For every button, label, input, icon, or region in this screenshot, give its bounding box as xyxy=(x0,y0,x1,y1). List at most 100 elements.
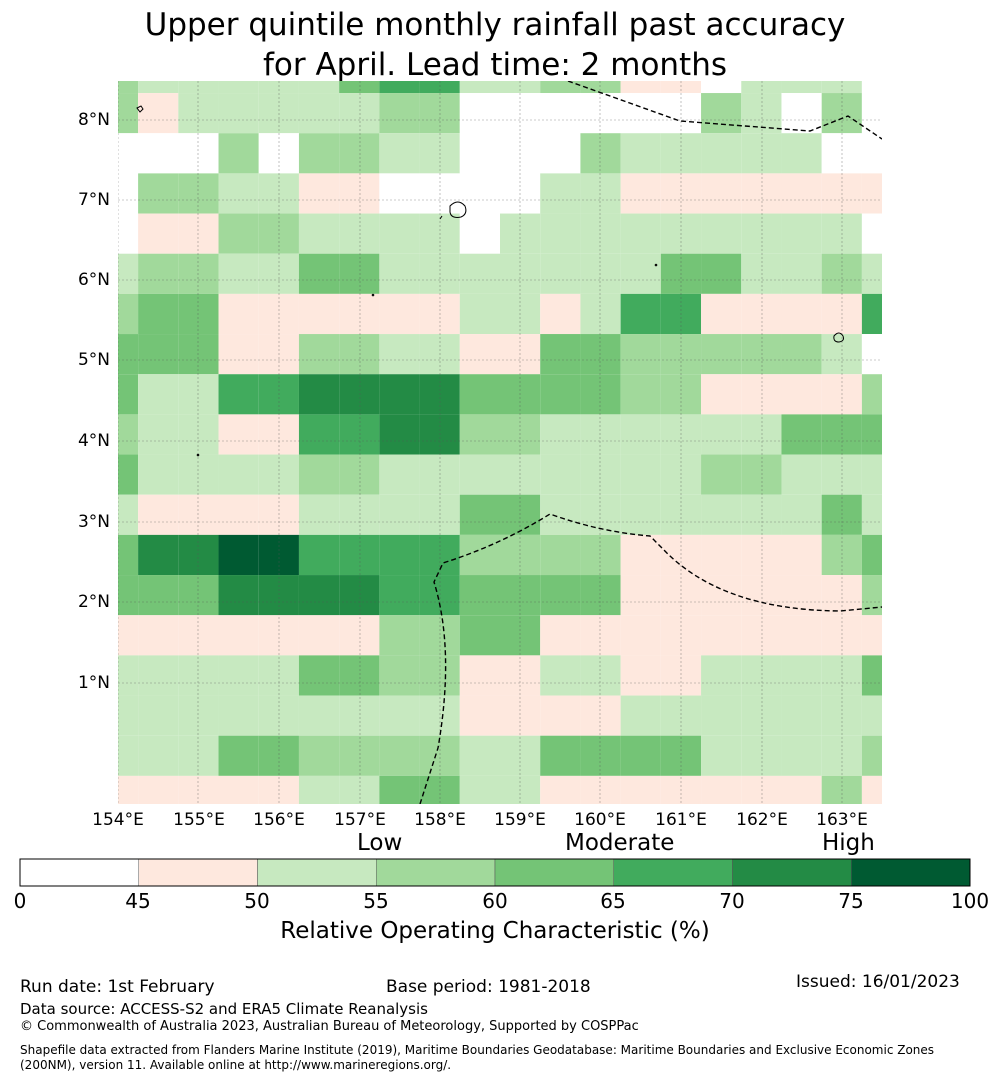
grid-cell xyxy=(741,534,782,576)
grid-cell xyxy=(298,334,340,375)
grid-cell xyxy=(379,775,420,804)
grid-cell xyxy=(701,655,742,696)
issued-date: Issued: 16/01/2023 xyxy=(796,972,960,992)
grid-cell xyxy=(339,494,380,535)
grid-cell xyxy=(419,253,460,294)
lon-label-154e: 154°E xyxy=(92,810,144,830)
grid-cell xyxy=(781,534,822,576)
grid-cell xyxy=(218,534,259,576)
grid-cell xyxy=(540,81,581,94)
grid-cell xyxy=(118,655,139,696)
grid-cell xyxy=(861,615,882,656)
grid-cell xyxy=(339,173,380,214)
island-small-2 xyxy=(654,263,658,267)
grid-cell xyxy=(339,695,380,736)
colorbar xyxy=(19,858,971,887)
islands xyxy=(136,105,844,457)
grid-cell xyxy=(861,414,882,455)
lat-label-8n: 8°N xyxy=(77,110,110,130)
island-central-tip xyxy=(439,215,443,220)
grid-cell xyxy=(741,454,782,495)
grid-cell xyxy=(459,81,500,94)
rainfall-accuracy-grid xyxy=(118,81,882,804)
grid-cell xyxy=(459,253,500,294)
grid-cell xyxy=(298,575,340,616)
grid-cell xyxy=(118,735,139,776)
grid-cell xyxy=(138,695,179,736)
grid-cell xyxy=(620,775,661,804)
grid-cell xyxy=(540,655,581,696)
grid-cell xyxy=(178,494,219,535)
grid-cell xyxy=(138,575,179,616)
grid-cell xyxy=(620,253,661,294)
grid-cell xyxy=(540,414,581,455)
grid-cell xyxy=(540,615,581,656)
grid-cell xyxy=(178,253,219,294)
island-east xyxy=(833,332,844,343)
grid-cell xyxy=(741,575,782,616)
grid-cell xyxy=(298,253,340,294)
grid-cell xyxy=(339,133,380,174)
grid-cell xyxy=(298,173,340,214)
grid-cell xyxy=(620,575,661,616)
colorbar-segment xyxy=(494,858,614,887)
colorbar-tick-60: 60 xyxy=(482,889,508,913)
grid-cell xyxy=(138,253,179,294)
grid-cell xyxy=(540,735,581,776)
grid-cell xyxy=(339,655,380,696)
grid-cell xyxy=(178,655,219,696)
grid-cell xyxy=(821,81,862,94)
graticule xyxy=(118,81,882,804)
grid-cell xyxy=(781,615,822,656)
grid-cell xyxy=(781,253,822,294)
grid-cell xyxy=(218,655,259,696)
lat-label-4n: 4°N xyxy=(77,431,110,451)
grid-cell xyxy=(138,334,179,375)
grid-cell xyxy=(419,93,460,134)
grid-cell xyxy=(781,81,822,94)
grid-cell xyxy=(379,575,420,616)
grid-cell xyxy=(339,615,380,656)
colorbar-segment xyxy=(376,858,496,887)
grid-cell xyxy=(741,695,782,736)
grid-cell xyxy=(419,615,460,656)
grid-cell xyxy=(540,93,581,134)
grid-cell xyxy=(861,213,882,254)
grid-cell xyxy=(178,293,219,335)
grid-cell xyxy=(419,494,460,535)
grid-cell xyxy=(138,494,179,535)
grid-cell xyxy=(419,655,460,696)
grid-cell xyxy=(701,454,742,495)
grid-cell xyxy=(178,173,219,214)
grid-cell xyxy=(701,334,742,375)
grid-cell xyxy=(379,334,420,375)
grid-cell xyxy=(218,775,259,804)
grid-cell xyxy=(138,655,179,696)
grid-cell xyxy=(459,173,500,214)
colorbar-frame xyxy=(19,858,971,887)
lon-label-157e: 157°E xyxy=(334,810,386,830)
grid-cell xyxy=(298,735,340,776)
grid-cell xyxy=(379,133,420,174)
grid-cell xyxy=(620,173,661,214)
eez-boundary-south xyxy=(419,513,882,804)
grid-cell xyxy=(580,293,621,335)
grid-cell xyxy=(118,334,139,375)
grid-cell xyxy=(118,173,139,214)
grid-cell xyxy=(298,374,340,415)
grid-cell xyxy=(118,81,139,94)
grid-cell xyxy=(620,534,661,576)
colorbar-segment xyxy=(613,858,733,887)
grid-cell xyxy=(419,334,460,375)
grid-cell xyxy=(339,334,380,375)
grid-cell xyxy=(701,374,742,415)
grid-cell xyxy=(540,213,581,254)
grid-cell xyxy=(118,454,139,495)
grid-cell xyxy=(741,334,782,375)
grid-cell xyxy=(339,454,380,495)
grid-cell xyxy=(781,133,822,174)
grid-cell xyxy=(178,575,219,616)
grid-cell xyxy=(580,695,621,736)
grid-cell xyxy=(339,293,380,335)
grid-cell xyxy=(419,775,460,804)
